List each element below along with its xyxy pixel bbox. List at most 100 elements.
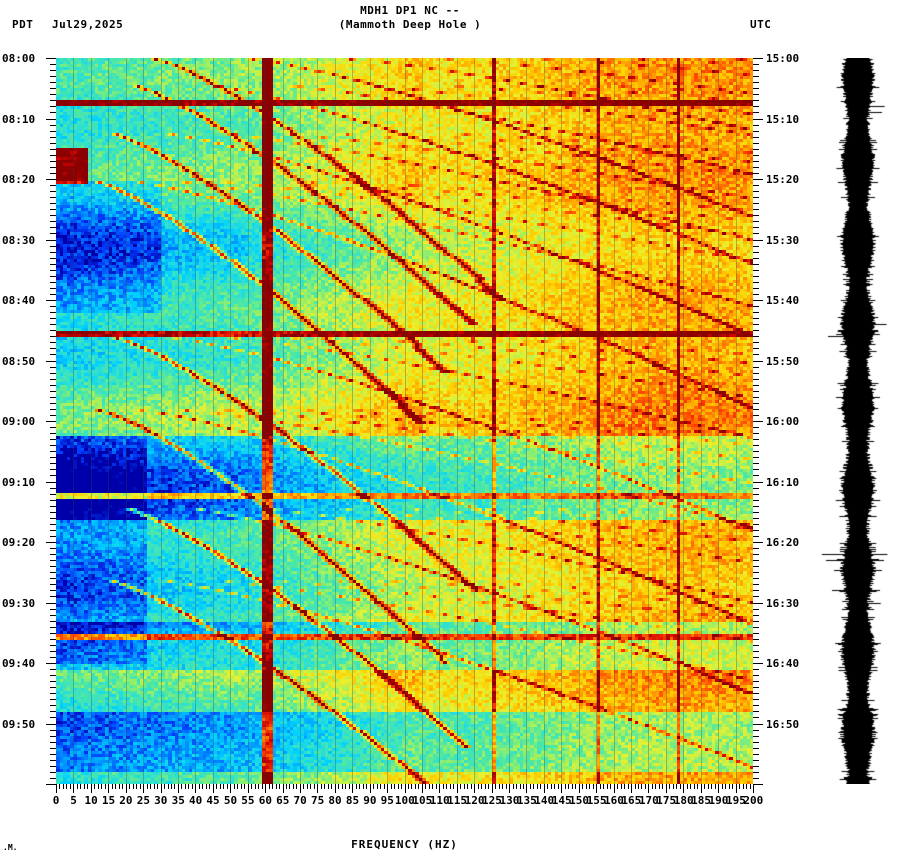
time-tick-minor [50,729,56,731]
time-label-utc: 16:30 [766,596,800,610]
freq-tick-minor [711,784,713,789]
freq-tick-minor [599,784,601,789]
freq-tick-major [526,784,528,793]
time-tick-minor [753,148,759,150]
freq-tick-minor [488,784,490,789]
freq-tick-minor [83,784,85,789]
time-tick-minor [753,100,759,102]
time-tick-minor [753,275,759,277]
freq-tick-minor [749,784,751,789]
timezone-label-left: PDT [12,18,34,31]
freq-tick-minor [498,784,500,789]
time-tick-minor [753,451,759,453]
freq-tick-minor [592,784,594,789]
freq-tick-minor [644,784,646,789]
time-tick-major [46,239,56,241]
time-tick-minor [753,70,759,72]
freq-label: 200 [743,794,764,807]
freq-label: 30 [154,794,168,807]
time-tick-minor [50,124,56,126]
time-tick-major [753,179,763,180]
freq-tick-major [665,784,667,793]
freq-tick-minor [637,784,639,789]
freq-tick-minor [188,784,190,789]
time-tick-major [46,179,56,180]
time-tick-major [753,481,763,483]
time-label-pdt: 08:00 [2,52,36,65]
time-tick-minor [50,669,56,671]
freq-tick-minor [519,784,521,789]
freq-tick-minor [153,784,155,789]
freq-tick-major [299,784,301,793]
time-tick-minor [50,499,56,501]
freq-tick-minor [568,784,570,789]
time-tick-minor [50,336,56,338]
freq-tick-minor [540,784,542,789]
time-label-pdt: 09:50 [2,717,36,731]
freq-tick-minor [198,784,200,789]
time-tick-major [46,663,56,664]
freq-label: 10 [84,794,98,807]
freq-tick-minor [59,784,61,789]
time-tick-major [753,239,763,241]
time-tick-minor [50,227,56,229]
freq-tick-minor [672,784,674,789]
freq-tick-minor [383,784,385,789]
freq-tick-minor [237,784,239,789]
freq-label: 95 [380,794,394,807]
freq-tick-minor [226,784,228,789]
freq-tick-minor [585,784,587,789]
freq-tick-major [491,784,493,793]
time-tick-minor [50,675,56,677]
time-tick-minor [50,275,56,277]
timezone-label-right: UTC [750,18,772,31]
station-subtitle: (Mammoth Deep Hole ) [338,18,482,31]
time-tick-minor [50,632,56,634]
time-tick-minor [753,203,759,205]
time-label-pdt: 09:40 [2,657,36,670]
time-tick-minor [50,445,56,447]
freq-tick-major [317,784,319,793]
freq-tick-major [456,784,458,793]
freq-tick-major [509,784,511,793]
freq-tick-minor [589,784,591,789]
freq-tick-minor [146,784,148,789]
freq-tick-major [387,784,389,793]
time-tick-minor [50,620,56,622]
time-tick-minor [753,548,759,550]
freq-tick-minor [435,784,437,789]
freq-tick-minor [460,784,462,789]
time-tick-minor [753,402,759,404]
time-tick-minor [753,112,759,114]
freq-tick-minor [157,784,159,789]
time-tick-minor [50,578,56,580]
time-tick-minor [50,560,56,562]
spectrogram-plot[interactable] [56,58,753,784]
time-tick-minor [753,233,759,235]
time-tick-minor [50,644,56,646]
freq-tick-minor [693,784,695,789]
freq-tick-minor [390,784,392,789]
freq-tick-major [735,784,737,793]
time-tick-minor [50,475,56,477]
freq-tick-major [230,784,232,793]
time-tick-minor [753,263,759,265]
freq-label: 100 [394,794,415,807]
time-tick-minor [753,396,759,398]
freq-tick-minor [495,784,497,789]
time-tick-minor [753,747,759,749]
time-tick-minor [753,318,759,320]
time-tick-minor [50,687,56,689]
time-tick-minor [50,324,56,326]
time-tick-minor [50,777,56,779]
time-tick-minor [50,88,56,90]
time-label-utc: 16:50 [766,717,800,731]
freq-tick-minor [362,784,364,789]
freq-tick-minor [272,784,274,789]
freq-tick-minor [679,784,681,789]
freq-tick-major [143,784,145,793]
time-tick-minor [50,342,56,344]
time-tick-minor [50,753,56,755]
time-tick-minor [50,306,56,308]
time-tick-minor [50,209,56,211]
